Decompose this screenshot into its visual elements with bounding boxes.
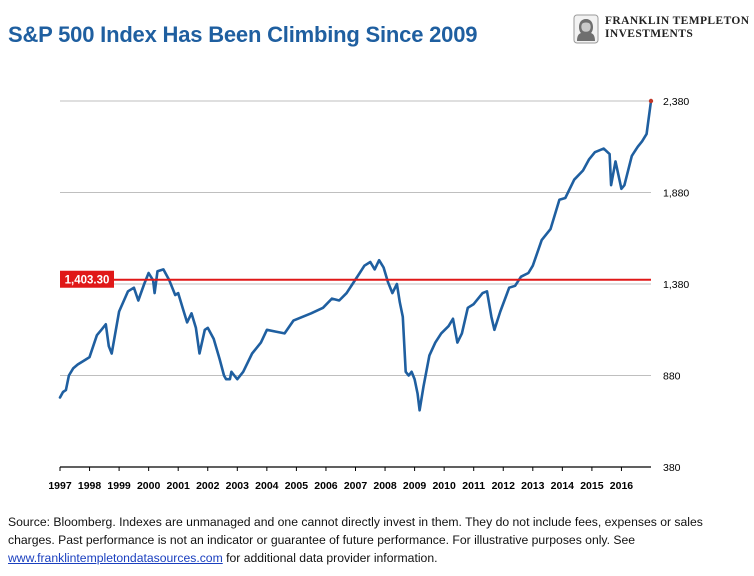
x-tick-label: 2012 [492, 480, 516, 492]
y-tick-label: 2,380 [663, 96, 689, 108]
x-tick-label: 2005 [285, 480, 309, 492]
x-tick-label: 2015 [580, 480, 604, 492]
y-tick-label: 1,880 [663, 188, 689, 200]
y-tick-label: 880 [663, 371, 681, 383]
x-tick-label: 2006 [314, 480, 338, 492]
reference-label: 1,403.30 [65, 275, 110, 287]
gridlines [60, 101, 651, 376]
x-tick-label: 2013 [521, 480, 545, 492]
x-tick-label: 2003 [226, 480, 250, 492]
x-tick-label: 2007 [344, 480, 368, 492]
y-axis-tick-labels: 2,380 1,880 1,380 880 380 [663, 96, 689, 474]
x-tick-label: 2011 [462, 480, 485, 492]
x-tick-label: 2001 [167, 480, 191, 492]
series-line-group [60, 99, 653, 411]
x-tick-label: 1999 [107, 480, 131, 492]
sp500-series-line [60, 101, 651, 410]
x-tick-label: 2016 [610, 480, 634, 492]
source-text: Source: Bloomberg. Indexes are unmanaged… [8, 515, 703, 547]
line-chart: 2,380 1,880 1,380 880 380 1997 1998 1999 2000 20… [0, 0, 754, 505]
y-tick-label: 380 [663, 462, 681, 474]
x-tick-label: 2000 [137, 480, 161, 492]
source-text-end: for additional data provider information… [223, 551, 438, 565]
x-axis-tick-labels: 1997 1998 1999 2000 2001 2002 2003 2004 2005 2006… [48, 467, 633, 492]
data-sources-link[interactable]: www.franklintempletondatasources.com [8, 551, 223, 565]
x-tick-label: 2009 [403, 480, 427, 492]
x-tick-label: 2008 [373, 480, 397, 492]
x-tick-label: 2010 [432, 480, 456, 492]
x-tick-label: 2004 [255, 480, 279, 492]
last-point-marker [649, 99, 653, 103]
x-tick-label: 2014 [551, 480, 575, 492]
x-tick-label: 1998 [78, 480, 102, 492]
source-note: Source: Bloomberg. Indexes are unmanaged… [8, 513, 748, 567]
x-tick-label: 2002 [196, 480, 220, 492]
x-tick-label: 1997 [48, 480, 72, 492]
y-tick-label: 1,380 [663, 279, 689, 291]
